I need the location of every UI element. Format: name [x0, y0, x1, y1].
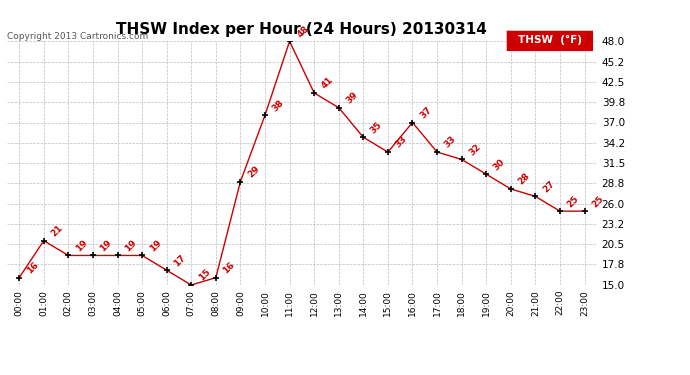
Text: 19: 19 [148, 238, 163, 253]
Text: 48: 48 [295, 24, 310, 39]
Text: 25: 25 [590, 194, 605, 209]
Text: 30: 30 [492, 157, 507, 172]
Text: 37: 37 [418, 105, 433, 120]
Text: 16: 16 [221, 260, 237, 276]
Text: 33: 33 [393, 135, 408, 150]
Text: 25: 25 [566, 194, 581, 209]
Text: 39: 39 [344, 90, 359, 105]
Text: 19: 19 [99, 238, 114, 253]
Text: 19: 19 [123, 238, 139, 253]
Text: 33: 33 [442, 135, 458, 150]
Title: THSW Index per Hour (24 Hours) 20130314: THSW Index per Hour (24 Hours) 20130314 [117, 22, 487, 37]
Text: 41: 41 [319, 75, 335, 91]
Text: Copyright 2013 Cartronics.com: Copyright 2013 Cartronics.com [7, 32, 148, 41]
Text: 35: 35 [369, 120, 384, 135]
Text: 21: 21 [49, 223, 65, 238]
Text: 16: 16 [25, 260, 40, 276]
Text: 27: 27 [541, 179, 556, 194]
Text: 17: 17 [172, 253, 188, 268]
Text: THSW  (°F): THSW (°F) [518, 35, 582, 45]
Text: 28: 28 [516, 172, 531, 187]
Text: 15: 15 [197, 268, 212, 283]
Text: 29: 29 [246, 164, 262, 179]
Text: 38: 38 [270, 98, 286, 113]
Text: 32: 32 [467, 142, 482, 157]
Text: 19: 19 [74, 238, 89, 253]
